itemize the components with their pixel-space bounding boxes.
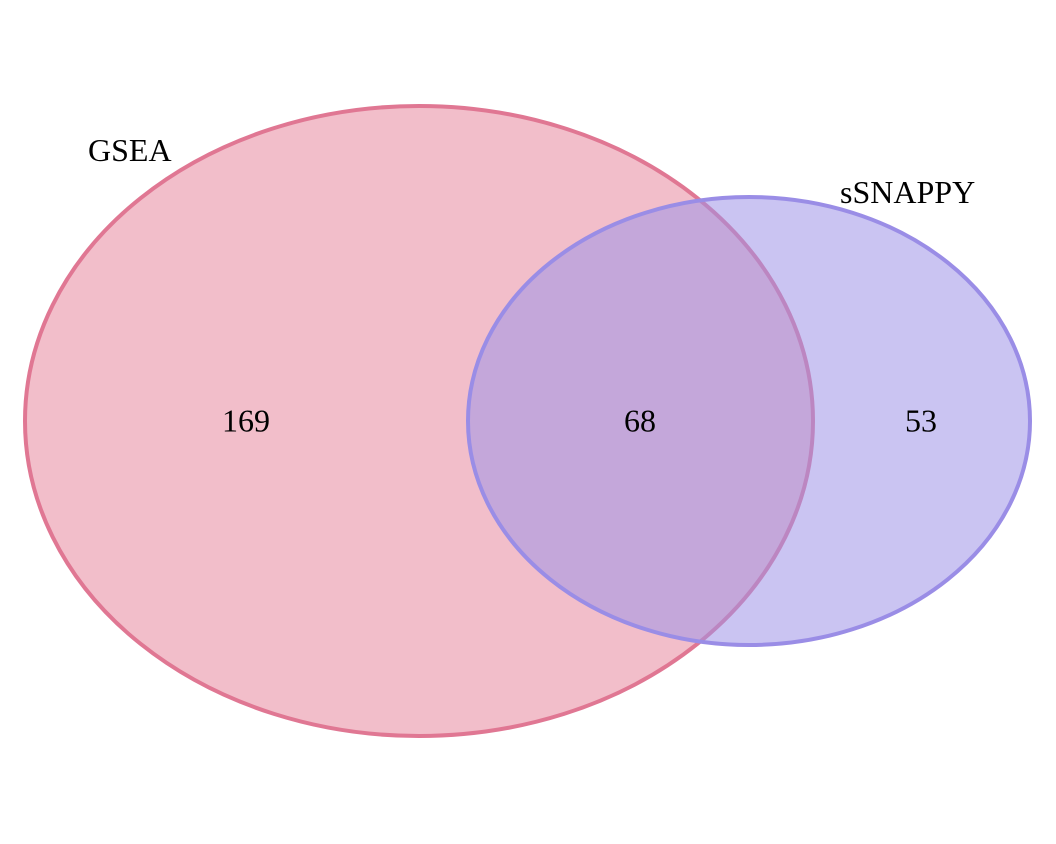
ssnappy-set-label: sSNAPPY: [840, 174, 975, 210]
intersection-count: 68: [624, 402, 656, 438]
ssnappy-only-count: 53: [905, 402, 937, 438]
gsea-only-count: 169: [222, 402, 270, 438]
gsea-set-label: GSEA: [88, 132, 172, 168]
ssnappy-set-ellipse: [466, 195, 1032, 647]
